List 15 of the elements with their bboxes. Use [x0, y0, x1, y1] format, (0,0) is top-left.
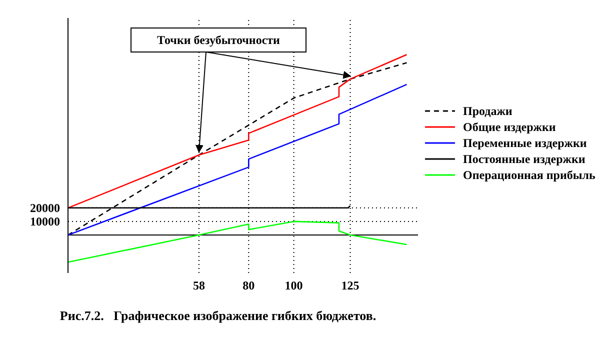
- legend-label: Операционная прибыль: [463, 168, 596, 182]
- x-tick-label: 100: [284, 278, 303, 293]
- x-tick-label: 58: [192, 278, 205, 293]
- x-tick-label: 80: [242, 278, 255, 293]
- text: Рис.7.2. Графическое изображение гибких бюджетов.: [58, 308, 378, 324]
- x-tick-label: 125: [341, 278, 360, 293]
- legend-label: Продажи: [463, 104, 512, 118]
- line-series: [68, 220, 408, 263]
- legend-label: Постоянные издержки: [463, 152, 586, 166]
- annotation: Точки безубыточности: [157, 33, 280, 47]
- y-tick-label: 10000: [30, 214, 60, 229]
- y-tick-label: 20000: [30, 201, 60, 216]
- line-series: [68, 54, 408, 209]
- legend-label: Переменные издержки: [463, 136, 587, 150]
- legend-label: Общие издержки: [463, 120, 556, 134]
